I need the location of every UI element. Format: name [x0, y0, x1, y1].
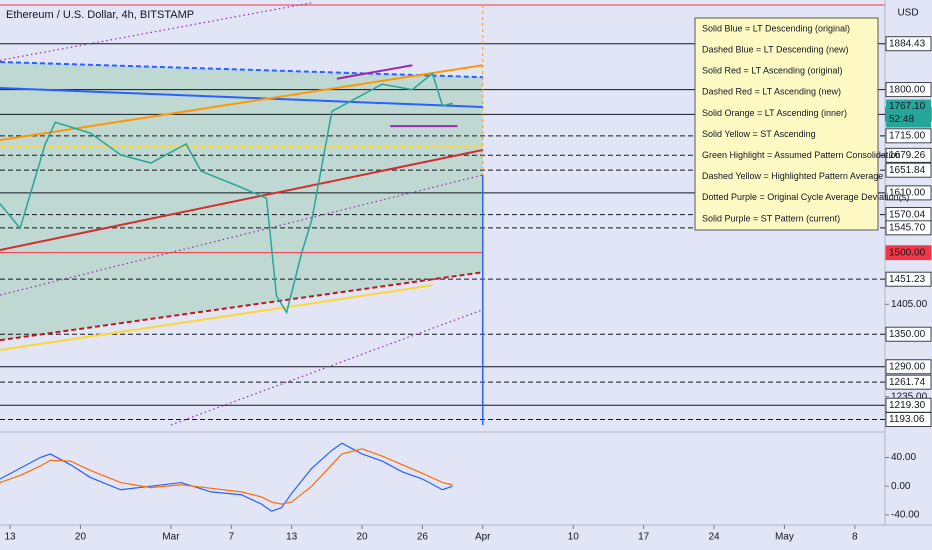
level-label-box	[885, 412, 932, 427]
level-label-box	[885, 326, 932, 342]
level-label-box	[885, 162, 932, 178]
level-label: 1451.23	[889, 274, 926, 285]
legend-entry: Dashed Yellow = Highlighted Pattern Aver…	[702, 171, 883, 181]
level-label: 1219.30	[889, 400, 926, 411]
trendline	[0, 64, 483, 142]
trendline	[0, 271, 483, 342]
trendline	[0, 87, 483, 109]
trendline	[0, 60, 483, 79]
level-label-box	[885, 359, 932, 375]
oscillator-line	[0, 448, 453, 505]
y-tick-label: 1235.00	[891, 391, 928, 402]
x-tick-label: Apr	[475, 532, 491, 543]
x-tick-label: 8	[852, 532, 858, 543]
level-label: 1679.26	[889, 150, 926, 161]
consolidation-highlight	[0, 61, 483, 341]
price-line	[0, 72, 453, 315]
level-label: 1651.84	[889, 165, 926, 176]
trendline	[0, 284, 433, 351]
trendline	[170, 309, 483, 426]
level-label-box	[885, 374, 932, 390]
level-label-box	[885, 220, 932, 236]
oscillator-line	[0, 442, 453, 512]
level-label-box	[885, 36, 932, 52]
trendline	[0, 148, 483, 251]
level-label: 1715.00	[889, 130, 926, 141]
level-label-box	[885, 147, 932, 163]
legend-entry: Dashed Red = LT Ascending (new)	[702, 87, 841, 97]
trendline	[0, 174, 483, 296]
level-label: 1350.00	[889, 329, 926, 340]
osc-tick-label: 40.00	[891, 452, 916, 463]
legend-entry: Dotted Purple = Original Cycle Average D…	[702, 192, 909, 202]
level-label: 1545.70	[889, 222, 926, 233]
level-label-box	[885, 271, 932, 287]
legend-entry: Dashed Blue = LT Descending (new)	[702, 44, 849, 54]
current-price-box	[886, 99, 931, 128]
level-label-box	[885, 128, 932, 144]
x-tick-label: 10	[568, 532, 580, 543]
countdown-label: 52:48	[889, 114, 914, 125]
level-label-box	[885, 245, 932, 261]
osc-tick-label: 0.00	[891, 481, 911, 492]
level-label: 1290.00	[889, 361, 926, 372]
x-tick-label: May	[775, 532, 794, 543]
x-tick-label: 13	[286, 532, 298, 543]
legend: Solid Blue = LT Descending (original) Das…	[694, 17, 909, 231]
x-tick-label: 26	[417, 532, 429, 543]
osc-tick-label: -40.00	[891, 509, 920, 520]
level-label: 1261.74	[889, 377, 926, 388]
level-label: 1884.43	[889, 38, 926, 49]
x-tick-label: 7	[229, 532, 235, 543]
x-tick-label: Mar	[162, 532, 180, 543]
x-tick-label: 17	[638, 532, 650, 543]
level-label: 1500.00	[889, 247, 926, 258]
level-label: 1800.00	[889, 84, 926, 95]
level-label: 1570.04	[889, 209, 926, 220]
level-label: 1610.00	[889, 188, 926, 199]
x-tick-label: 24	[708, 532, 720, 543]
legend-entry: Solid Orange = LT Ascending (inner)	[702, 108, 847, 118]
chart-title: Ethereum / U.S. Dollar, 4h, BITSTAMP	[6, 9, 194, 21]
trendline	[336, 64, 413, 80]
legend-entry: Green Highlight = Assumed Pattern Consol…	[702, 150, 900, 160]
x-tick-label: 13	[4, 532, 16, 543]
legend-box	[694, 17, 879, 231]
y-unit: USD	[897, 8, 918, 19]
legend-entry: Solid Blue = LT Descending (original)	[702, 23, 850, 33]
level-label: 1193.06	[889, 414, 925, 425]
x-tick-label: 20	[75, 532, 87, 543]
level-label-box	[885, 82, 932, 98]
x-tick-label: 20	[356, 532, 368, 543]
current-price-label: 1767.10	[889, 101, 926, 112]
legend-entry: Solid Red = LT Ascending (original)	[702, 66, 843, 76]
legend-entry: Solid Purple = ST Pattern (current)	[702, 213, 840, 223]
trendline	[0, 2, 312, 61]
legend-entry: Solid Yellow = ST Ascending	[702, 129, 816, 139]
y-tick-label: 1405.00	[891, 299, 928, 310]
level-label-box	[885, 185, 932, 201]
